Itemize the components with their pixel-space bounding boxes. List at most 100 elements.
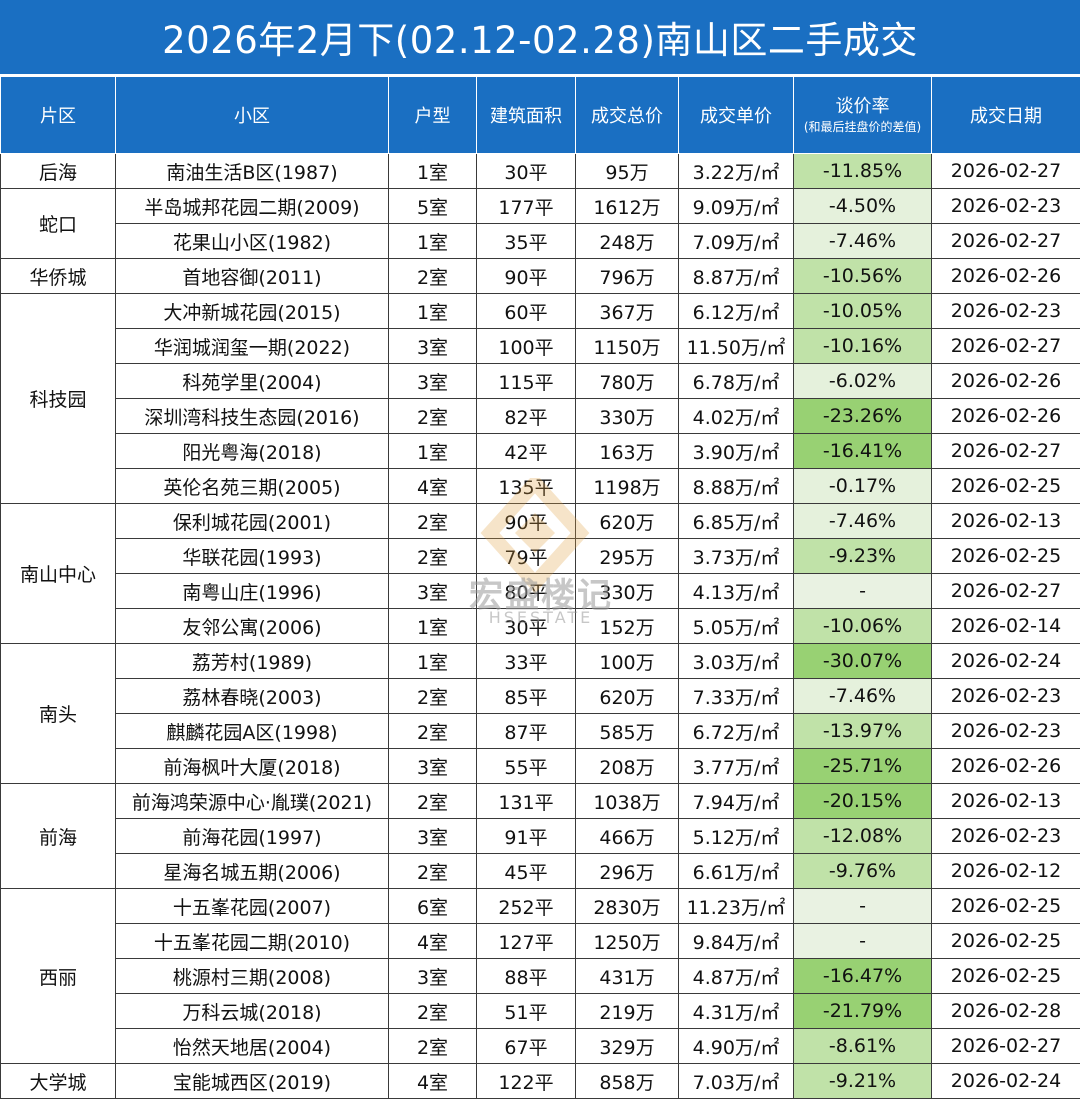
size-cell: 42平 [476,433,576,469]
area-cell: 西丽 [0,888,116,1064]
area-cell: 华侨城 [0,258,116,294]
layout-cell: 3室 [388,748,477,784]
size-cell: 45平 [476,853,576,889]
discount-rate-cell: -9.23% [793,538,932,574]
layout-cell: 3室 [388,363,477,399]
unit-price-cell: 4.87万/㎡ [678,958,794,994]
date-cell: 2026-02-25 [931,958,1080,994]
discount-rate-cell: -7.46% [793,223,932,259]
community-cell: 万科云城(2018) [115,993,389,1029]
date-cell: 2026-02-27 [931,1028,1080,1064]
area-cell: 前海 [0,783,116,889]
layout-cell: 1室 [388,433,477,469]
table-row: 星海名城五期(2006) 2室 45平 296万 6.61万/㎡ -9.76% 2026-0… [1,853,1080,889]
community-cell: 华润城润玺一期(2022) [115,328,389,364]
discount-rate-cell: - [793,923,932,959]
size-cell: 30平 [476,608,576,644]
total-price-cell: 100万 [575,643,679,679]
header-unit-price: 成交单价 [678,76,794,154]
date-cell: 2026-02-28 [931,993,1080,1029]
community-cell: 英伦名苑三期(2005) [115,468,389,504]
header-date: 成交日期 [931,76,1080,154]
size-cell: 30平 [476,153,576,189]
layout-cell: 1室 [388,643,477,679]
layout-cell: 4室 [388,468,477,504]
unit-price-cell: 3.77万/㎡ [678,748,794,784]
community-cell: 前海枫叶大厦(2018) [115,748,389,784]
total-price-cell: 152万 [575,608,679,644]
community-cell: 十五峯花园(2007) [115,888,389,924]
unit-price-cell: 4.90万/㎡ [678,1028,794,1064]
community-cell: 麒麟花园A区(1998) [115,713,389,749]
page-title: 2026年2月下(02.12-02.28)南山区二手成交 [0,0,1080,76]
date-cell: 2026-02-26 [931,398,1080,434]
community-cell: 怡然天地居(2004) [115,1028,389,1064]
size-cell: 80平 [476,573,576,609]
header-rate-label: 谈价率 [835,95,890,117]
header-rate-note: (和最后挂盘价的差值) [803,119,922,134]
community-cell: 深圳湾科技生态园(2016) [115,398,389,434]
total-price-cell: 208万 [575,748,679,784]
discount-rate-cell: -10.05% [793,293,932,329]
discount-rate-cell: -4.50% [793,188,932,224]
layout-cell: 3室 [388,958,477,994]
date-cell: 2026-02-14 [931,608,1080,644]
size-cell: 122平 [476,1063,576,1099]
table-row: 华联花园(1993) 2室 79平 295万 3.73万/㎡ -9.23% 2026-02-… [1,538,1080,574]
header-row: 片区 小区 户型 建筑面积 成交总价 成交单价 谈价率 (和最后挂盘价的差值) … [0,76,1080,154]
total-price-cell: 1150万 [575,328,679,364]
header-size: 建筑面积 [476,76,576,154]
table-row: 南头 荔芳村(1989) 1室 33平 100万 3.03万/㎡ -30.07% 2026-0… [0,643,1080,784]
layout-cell: 1室 [388,223,477,259]
date-cell: 2026-02-23 [931,188,1080,224]
unit-price-cell: 6.61万/㎡ [678,853,794,889]
date-cell: 2026-02-27 [931,433,1080,469]
size-cell: 67平 [476,1028,576,1064]
total-price-cell: 585万 [575,713,679,749]
table-row: 英伦名苑三期(2005) 4室 135平 1198万 8.88万/㎡ -0.17% 2026… [1,468,1080,504]
unit-price-cell: 4.13万/㎡ [678,573,794,609]
date-cell: 2026-02-23 [931,678,1080,714]
total-price-cell: 858万 [575,1063,679,1099]
discount-rate-cell: -13.97% [793,713,932,749]
layout-cell: 2室 [388,853,477,889]
layout-cell: 4室 [388,1063,477,1099]
date-cell: 2026-02-26 [931,258,1080,294]
table-body: 后海 南油生活B区(1987) 1室 30平 95万 3.22万/㎡ -11.85% 2026… [0,153,1080,1099]
date-cell: 2026-02-23 [931,818,1080,854]
unit-price-cell: 7.09万/㎡ [678,223,794,259]
unit-price-cell: 6.85万/㎡ [678,503,794,539]
date-cell: 2026-02-25 [931,888,1080,924]
table-row: 南山中心 保利城花园(2001) 2室 90平 620万 6.85万/㎡ -7.46% 202… [0,503,1080,644]
community-cell: 半岛城邦花园二期(2009) [115,188,389,224]
table-row: 荔林春晓(2003) 2室 85平 620万 7.33万/㎡ -7.46% 2026-02-… [1,678,1080,714]
table-row: 阳光粤海(2018) 1室 42平 163万 3.90万/㎡ -16.41% 2026-02… [1,433,1080,469]
table-row: 桃源村三期(2008) 3室 88平 431万 4.87万/㎡ -16.47% 2026-0… [1,958,1080,994]
discount-rate-cell: -0.17% [793,468,932,504]
community-cell: 友邻公寓(2006) [115,608,389,644]
layout-cell: 2室 [388,713,477,749]
discount-rate-cell: -11.85% [793,153,932,189]
table-row: 科技园 大冲新城花园(2015) 1室 60平 367万 6.12万/㎡ -10.05% 20… [0,293,1080,504]
size-cell: 100平 [476,328,576,364]
discount-rate-cell: -8.61% [793,1028,932,1064]
total-price-cell: 330万 [575,573,679,609]
date-cell: 2026-02-26 [931,363,1080,399]
header-discount-rate: 谈价率 (和最后挂盘价的差值) [793,76,932,154]
unit-price-cell: 4.31万/㎡ [678,993,794,1029]
total-price-cell: 1038万 [575,783,679,819]
unit-price-cell: 9.09万/㎡ [678,188,794,224]
unit-price-cell: 11.50万/㎡ [678,328,794,364]
date-cell: 2026-02-23 [931,713,1080,749]
unit-price-cell: 9.84万/㎡ [678,923,794,959]
discount-rate-cell: - [793,888,932,924]
table-row: 科苑学里(2004) 3室 115平 780万 6.78万/㎡ -6.02% 2026-02… [1,363,1080,399]
discount-rate-cell: -23.26% [793,398,932,434]
layout-cell: 2室 [388,1028,477,1064]
discount-rate-cell: -10.56% [793,258,932,294]
discount-rate-cell: -20.15% [793,783,932,819]
total-price-cell: 295万 [575,538,679,574]
table-row: 南粤山庄(1996) 3室 80平 330万 4.13万/㎡ -2026-02-27 [1,573,1080,609]
header-layout: 户型 [388,76,477,154]
table-row: 花果山小区(1982) 1室 35平 248万 7.09万/㎡ -7.46% 2026-02… [1,223,1080,259]
